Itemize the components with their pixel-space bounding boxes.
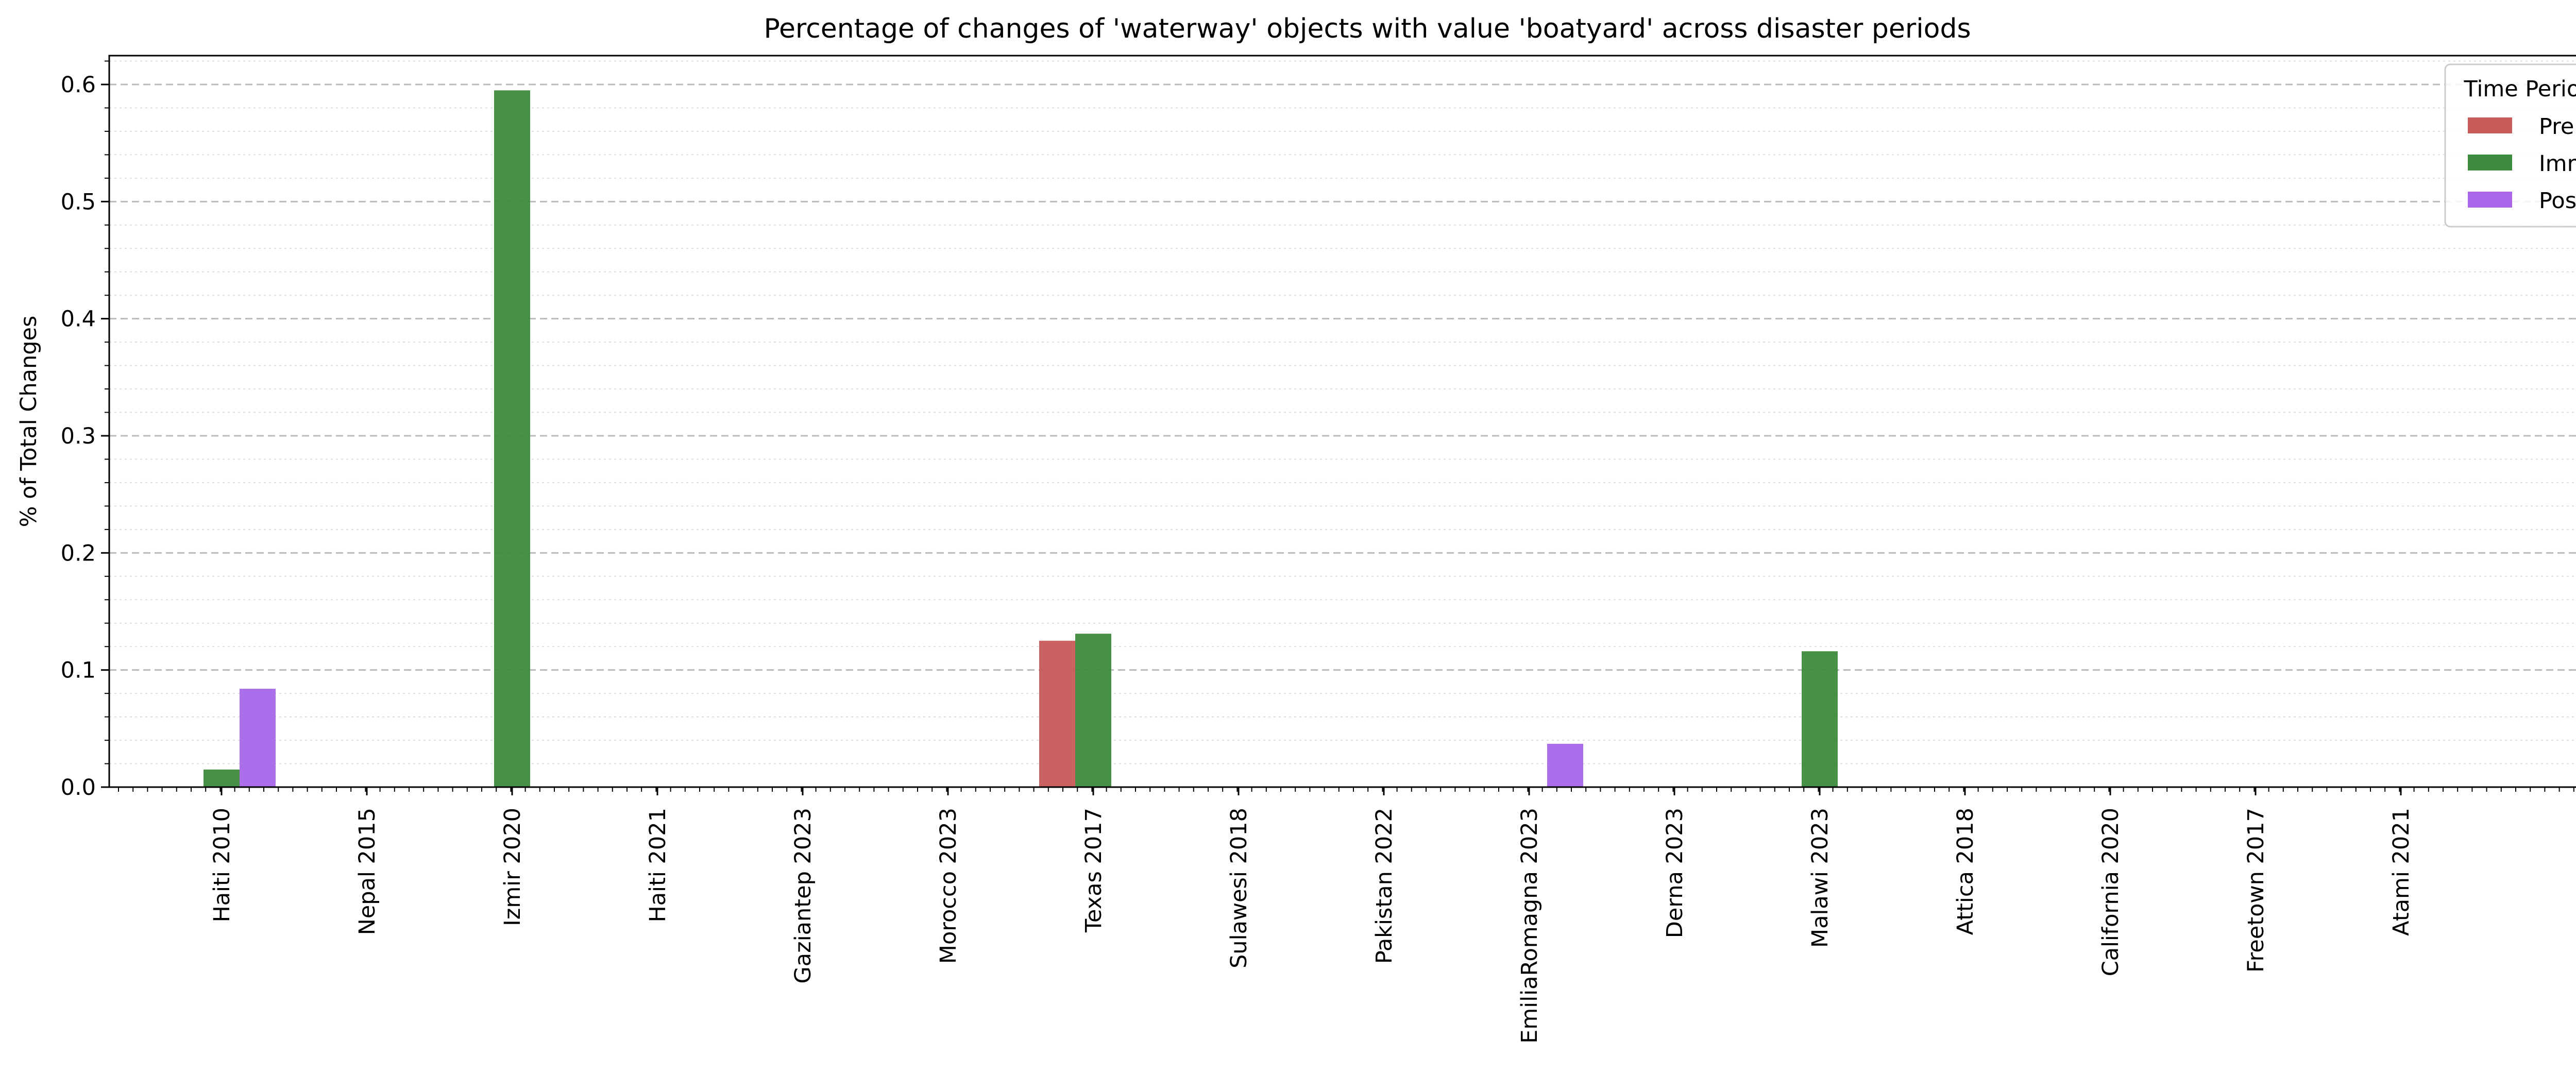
y-tick-label: 0.3 — [61, 423, 96, 449]
x-tick-label: Nepal 2015 — [354, 808, 380, 935]
x-axis: Haiti 2010 Nepal 2015 Izmir 2020 Haiti 2021… — [118, 787, 2574, 1044]
x-tick-label: Derna 2023 — [1662, 808, 1688, 938]
legend-label-post: Post — [2539, 188, 2576, 214]
legend-swatch-pre — [2468, 117, 2512, 133]
x-tick-label: California 2020 — [2098, 808, 2124, 976]
x-tick-label: Gaziantep 2023 — [790, 808, 816, 984]
x-tick-label: Haiti 2021 — [645, 808, 671, 923]
y-axis-label: % of Total Changes — [16, 316, 42, 527]
legend-title: Time Period — [2464, 76, 2576, 102]
bar-post — [240, 689, 276, 787]
legend: Time Period Pre Imm Post — [2444, 63, 2576, 228]
y-tick-label: 0.2 — [61, 540, 96, 566]
x-tick-label: Sulawesi 2018 — [1226, 808, 1252, 968]
x-tick-label: Texas 2017 — [1081, 808, 1107, 933]
x-tick-label: EmiliaRomagna 2023 — [1517, 808, 1543, 1044]
legend-box — [2444, 63, 2576, 228]
x-tick-label: Freetown 2017 — [2243, 808, 2269, 973]
x-tick-label: Malawi 2023 — [1807, 808, 1833, 948]
bar-imm — [204, 769, 240, 787]
y-tick-label: 0.6 — [61, 72, 96, 98]
x-tick-label: Haiti 2010 — [209, 808, 235, 923]
bars — [204, 90, 1838, 787]
legend-label-imm: Imm — [2539, 151, 2576, 177]
x-tick-label: Attica 2018 — [1953, 808, 1978, 935]
legend-swatch-imm — [2468, 155, 2512, 171]
legend-label-pre: Pre — [2539, 114, 2574, 140]
chart-title: Percentage of changes of 'waterway' obje… — [764, 13, 1971, 44]
bar-post — [1547, 743, 1583, 787]
x-tick-label: Izmir 2020 — [500, 808, 526, 926]
y-tick-label: 0.5 — [61, 189, 96, 215]
y-axis: 0.0 0.1 0.2 0.3 0.4 0.5 0.6 — [61, 60, 109, 801]
bar-imm — [494, 90, 530, 787]
grid-lines — [109, 60, 2576, 764]
bar-pre — [1039, 640, 1075, 787]
plot-frame — [108, 55, 2576, 788]
x-tick-label: Morocco 2023 — [936, 808, 961, 964]
legend-swatch-post — [2468, 192, 2512, 208]
y-tick-label: 0.1 — [61, 658, 96, 684]
x-tick-label: Pakistan 2022 — [1371, 808, 1397, 964]
y-tick-label: 0.0 — [61, 775, 96, 801]
bar-imm — [1075, 634, 1111, 787]
x-tick-label: Atami 2021 — [2388, 808, 2414, 936]
y-tick-label: 0.4 — [61, 306, 96, 332]
bar-imm — [1802, 651, 1838, 787]
